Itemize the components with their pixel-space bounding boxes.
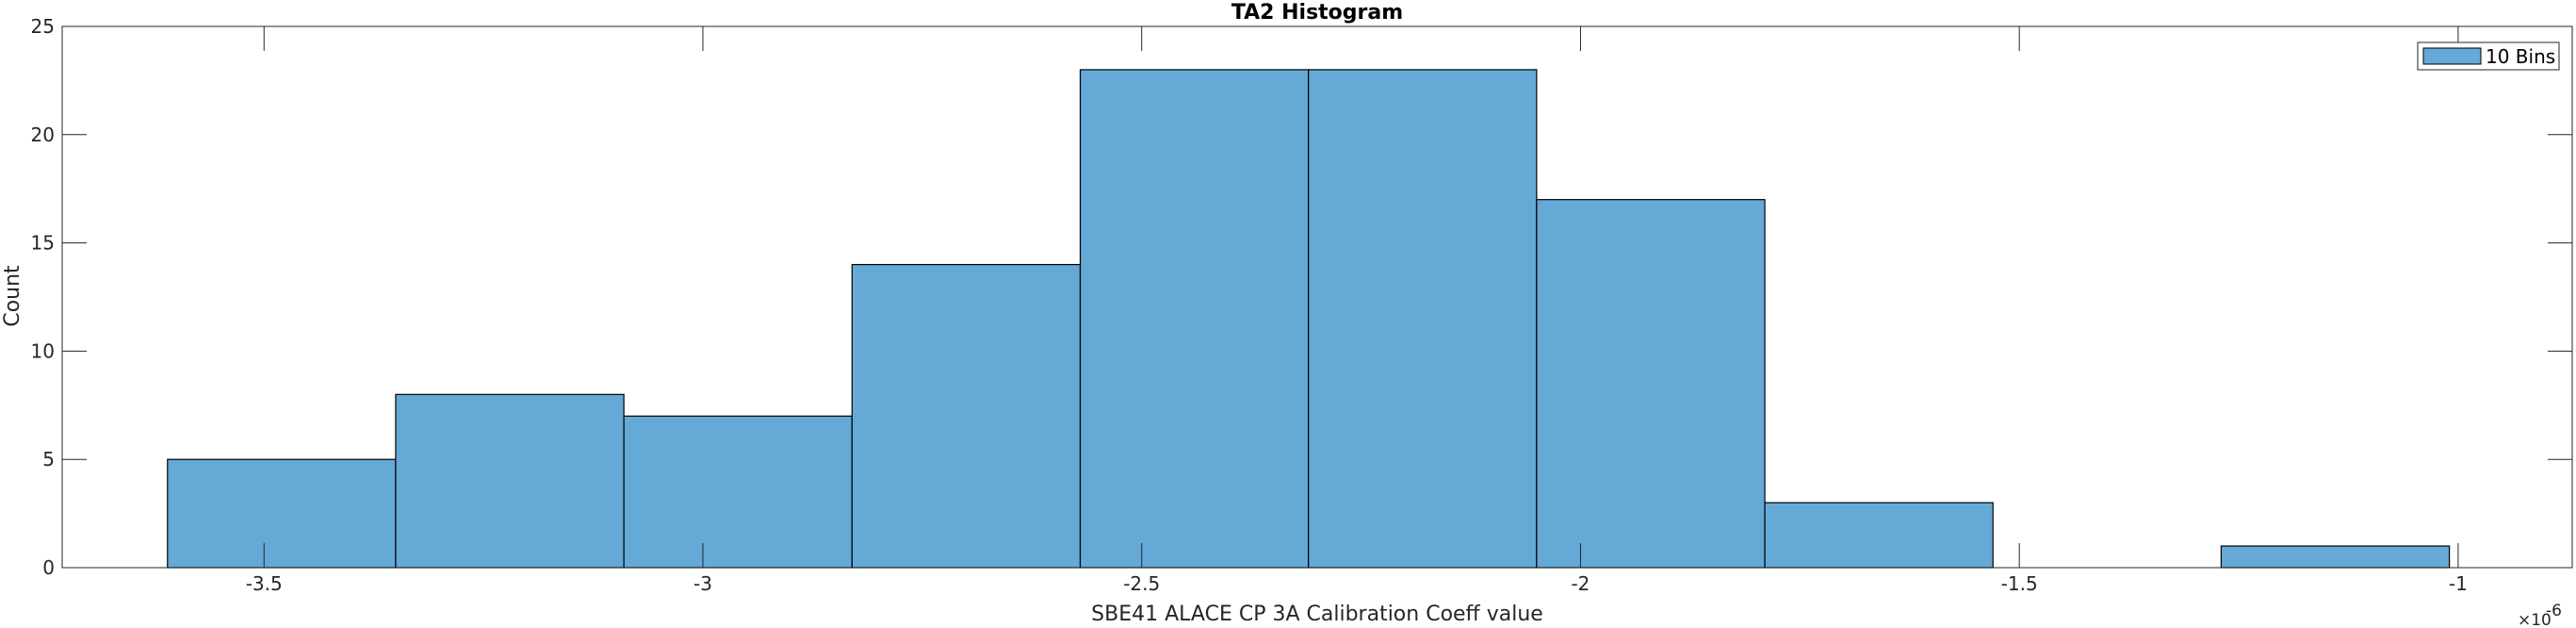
- histogram-bar: [1079, 69, 1310, 569]
- chart-title: TA2 Histogram: [1231, 1, 1403, 25]
- histogram-bar: [395, 393, 625, 569]
- histogram-bar: [1764, 502, 1994, 569]
- histogram-bar: [1308, 69, 1538, 569]
- x-tick-label: -1: [2449, 572, 2468, 595]
- x-axis-label: SBE41 ALACE CP 3A Calibration Coeff valu…: [1091, 603, 1543, 626]
- legend-label: 10 Bins: [2486, 45, 2555, 68]
- x-tick-label: -1.5: [2001, 572, 2038, 595]
- histogram-bar: [623, 415, 853, 569]
- y-tick-label: 20: [31, 124, 55, 146]
- x-exponent-power: -6: [2546, 602, 2562, 620]
- x-tick-label: -2.5: [1123, 572, 1160, 595]
- plot-box: [61, 25, 2573, 569]
- y-tick-label: 15: [31, 232, 55, 255]
- y-tick-label: 10: [31, 339, 55, 362]
- legend-swatch: [2422, 47, 2482, 65]
- histogram-bar: [167, 458, 397, 569]
- x-exponent-base: ×10: [2518, 611, 2552, 628]
- bars-layer: [167, 69, 2451, 569]
- axes-layer: -3.5 -3 -2.5 -2 -1.5 -1 0 5 10 15 20 25: [31, 15, 2573, 595]
- histogram-bar: [1536, 199, 1766, 569]
- x-tick-label: -2: [1571, 572, 1590, 595]
- y-axis-label: Count: [1, 265, 24, 327]
- y-tick-label: 5: [42, 448, 55, 471]
- x-tick-label: -3.5: [246, 572, 283, 595]
- histogram-bar: [2220, 545, 2451, 569]
- x-tick-label: -3: [693, 572, 712, 595]
- x-exponent: ×10 -6: [2518, 602, 2562, 628]
- y-tick-label: 0: [42, 556, 55, 579]
- histogram-bar: [851, 263, 1082, 569]
- legend: 10 Bins: [2417, 41, 2560, 71]
- y-tick-label: 25: [31, 15, 55, 38]
